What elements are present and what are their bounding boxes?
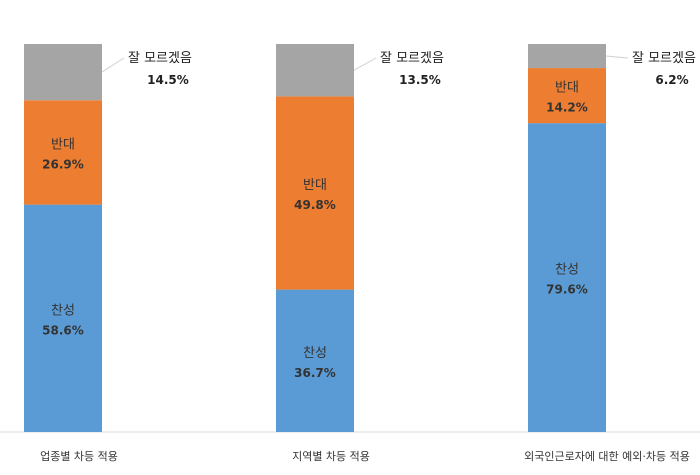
category-axis-label: 외국인근로자에 대한 예외·차등 적용 — [524, 450, 690, 463]
segment-name-label: 잘 모르겠음 — [128, 51, 192, 66]
segment-name-label: 잘 모르겠음 — [380, 51, 444, 66]
bar-segment-3-반대 — [528, 68, 606, 124]
segment-name-label: 잘 모르겠음 — [632, 51, 696, 66]
category-axis-label: 업종별 차등 적용 — [40, 450, 118, 463]
labels-group: 찬성 58.6% 반대 26.9% 잘 모르겠음 14.5% 업종별 차등 적용 찬성 36.7… — [40, 51, 696, 463]
bar-segment-2-반대 — [276, 96, 354, 290]
segment-name-label: 찬성 — [303, 346, 327, 361]
category-axis-label: 지역별 차등 적용 — [292, 450, 370, 463]
bar-segment-1-반대 — [24, 100, 102, 205]
data-value-label: 14.2% — [546, 101, 588, 115]
callout-leader-line — [101, 57, 125, 73]
data-value-label: 26.9% — [42, 157, 84, 171]
data-value-label: 49.8% — [294, 198, 336, 212]
data-value-label: 58.6% — [42, 323, 84, 337]
segment-name-label: 찬성 — [51, 303, 75, 318]
bar-segment-3-잘-모르겠음 — [528, 44, 606, 69]
segment-name-label: 반대 — [303, 178, 327, 193]
callout-leader-line — [353, 57, 377, 71]
data-value-label: 14.5% — [147, 73, 189, 87]
data-value-label: 6.2% — [655, 73, 688, 87]
data-value-label: 13.5% — [399, 73, 441, 87]
bar-segment-1-찬성 — [24, 204, 102, 432]
bar-segment-1-잘-모르겠음 — [24, 44, 102, 101]
segment-name-label: 찬성 — [555, 263, 579, 278]
bar-segment-3-찬성 — [528, 123, 606, 433]
bars-group — [24, 44, 606, 433]
bar-segment-2-잘-모르겠음 — [276, 44, 354, 97]
data-value-label: 79.6% — [546, 283, 588, 297]
data-value-label: 36.7% — [294, 366, 336, 380]
callout-leader-line — [605, 55, 629, 59]
bar-segment-2-찬성 — [276, 289, 354, 432]
segment-name-label: 반대 — [51, 137, 75, 152]
segment-name-label: 반대 — [555, 81, 579, 96]
